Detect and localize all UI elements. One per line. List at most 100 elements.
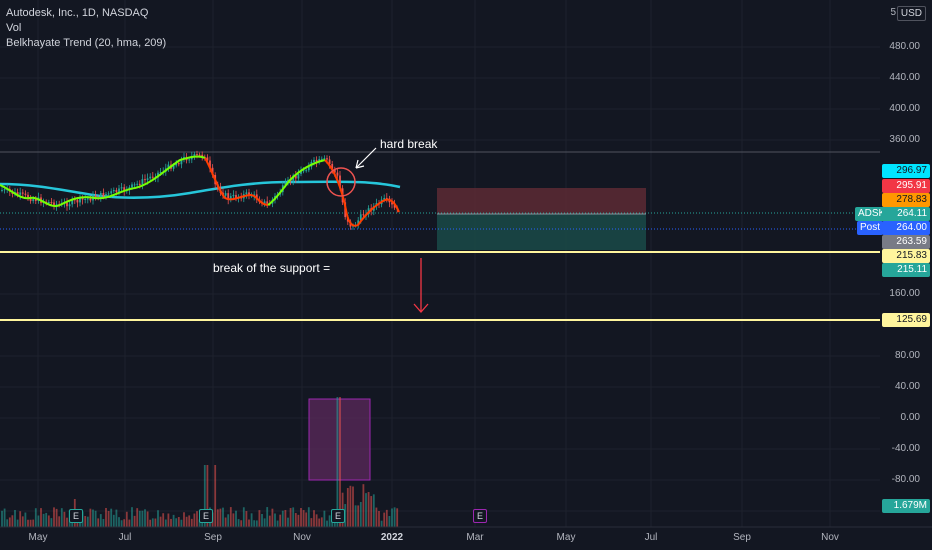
candle-body xyxy=(29,198,32,202)
candle-body xyxy=(359,214,362,221)
volume-bar xyxy=(320,517,323,527)
candle-body xyxy=(115,189,118,193)
volume-bar xyxy=(349,485,352,527)
candle-body xyxy=(133,184,136,186)
hma-down-segment-1 xyxy=(204,157,269,206)
candle-body xyxy=(107,193,110,195)
candle-body xyxy=(391,202,393,205)
volume-bar xyxy=(235,510,237,527)
candle-body xyxy=(224,193,227,196)
volume-bar xyxy=(89,508,92,527)
candle-body xyxy=(146,178,149,180)
candle-body xyxy=(180,159,183,165)
volume-bar xyxy=(196,511,198,527)
hard-break-arrow xyxy=(355,147,377,169)
volume-bar xyxy=(185,516,188,527)
time-tick-label: Mar xyxy=(466,532,484,543)
candle-body xyxy=(105,194,107,197)
price-tick-label: 160.00 xyxy=(889,288,920,299)
volume-bar xyxy=(255,520,258,527)
candle-body xyxy=(229,196,232,200)
price-tick-label: 400.00 xyxy=(889,103,920,114)
volume-bar xyxy=(125,511,128,527)
indicator-trend-label[interactable]: Belkhayate Trend (20, hma, 209) xyxy=(6,37,167,49)
candle-body xyxy=(112,189,115,192)
volume-bar xyxy=(6,519,9,527)
earnings-marker-icon[interactable]: E xyxy=(69,509,83,523)
candle-body xyxy=(86,198,89,200)
time-tick-label: May xyxy=(28,532,48,543)
candle-body xyxy=(175,163,178,166)
support-break-annotation[interactable]: break of the support = xyxy=(213,261,331,275)
candle-body xyxy=(102,192,105,197)
candle-body xyxy=(177,163,180,165)
earnings-marker-icon[interactable]: E xyxy=(473,509,487,523)
volume-bar xyxy=(55,508,58,527)
support-price-label: 215.83 xyxy=(882,249,930,263)
target-zone[interactable] xyxy=(437,214,646,250)
candle-body xyxy=(167,164,170,169)
time-tick-label: Sep xyxy=(204,532,222,543)
currency-button[interactable]: USD xyxy=(896,6,926,21)
belkhayate-trend-line xyxy=(0,180,401,199)
volume-bar xyxy=(378,511,380,527)
hard-break-annotation[interactable]: hard break xyxy=(380,137,438,151)
volume-bar xyxy=(396,508,399,527)
volume-bar xyxy=(133,515,136,527)
chart-title: Autodesk, Inc., 1D, NASDAQ xyxy=(6,7,149,19)
candle-body xyxy=(32,199,35,202)
candle-body xyxy=(3,189,6,191)
volume-bar xyxy=(149,519,152,527)
candle-body xyxy=(136,183,139,185)
candle-body xyxy=(209,160,211,168)
candle-body xyxy=(383,198,386,200)
hard-break-circle[interactable] xyxy=(326,167,356,197)
candle-body xyxy=(196,154,198,156)
price-tick-label: 40.00 xyxy=(894,381,920,392)
candle-body xyxy=(141,179,144,186)
volume-bar xyxy=(222,507,224,527)
volume-bar xyxy=(253,520,256,527)
earnings-marker-icon[interactable]: E xyxy=(331,509,345,523)
volume-bar xyxy=(175,518,178,527)
candle-body xyxy=(302,170,305,172)
candle-body xyxy=(300,170,302,174)
ticker-badge: ADSK xyxy=(855,207,889,221)
price-tick-label: 80.00 xyxy=(894,350,920,361)
candle-body xyxy=(123,187,126,191)
volume-bar xyxy=(318,518,321,527)
volume-bar xyxy=(157,510,159,527)
volume-bar xyxy=(393,507,396,527)
volume-bar xyxy=(110,508,113,527)
candle-body xyxy=(227,193,230,200)
volume-bar xyxy=(261,513,263,527)
volume-bar xyxy=(14,509,16,527)
volume-bar xyxy=(92,509,94,527)
volume-bar xyxy=(154,518,157,527)
trend-price-label: 296.97 xyxy=(882,164,930,178)
volume-bar xyxy=(123,519,126,527)
candle-body xyxy=(21,192,24,194)
volume-bar xyxy=(136,508,139,527)
volume-bar xyxy=(34,508,37,527)
volume-bar xyxy=(164,519,167,527)
candle-body xyxy=(235,194,237,199)
candle-body xyxy=(331,164,334,170)
volume-bar xyxy=(40,508,42,527)
stop-loss-zone[interactable] xyxy=(437,188,646,214)
red-price-label: 295.91 xyxy=(882,179,930,193)
volume-bar xyxy=(250,513,253,527)
candle-body xyxy=(305,170,308,172)
volume-bar xyxy=(167,513,170,527)
volume-bar xyxy=(383,512,386,527)
price-tick-label: -80.00 xyxy=(891,474,920,485)
earnings-marker-icon[interactable]: E xyxy=(199,509,213,523)
indicator-volume-label[interactable]: Vol xyxy=(6,22,22,34)
volume-bar xyxy=(172,514,175,527)
last-price-label: 264.11 xyxy=(882,207,930,221)
volume-bar xyxy=(53,507,55,527)
volume-bar xyxy=(328,515,331,527)
price-tick-label: 0.00 xyxy=(900,412,920,423)
candle-body xyxy=(232,194,235,197)
